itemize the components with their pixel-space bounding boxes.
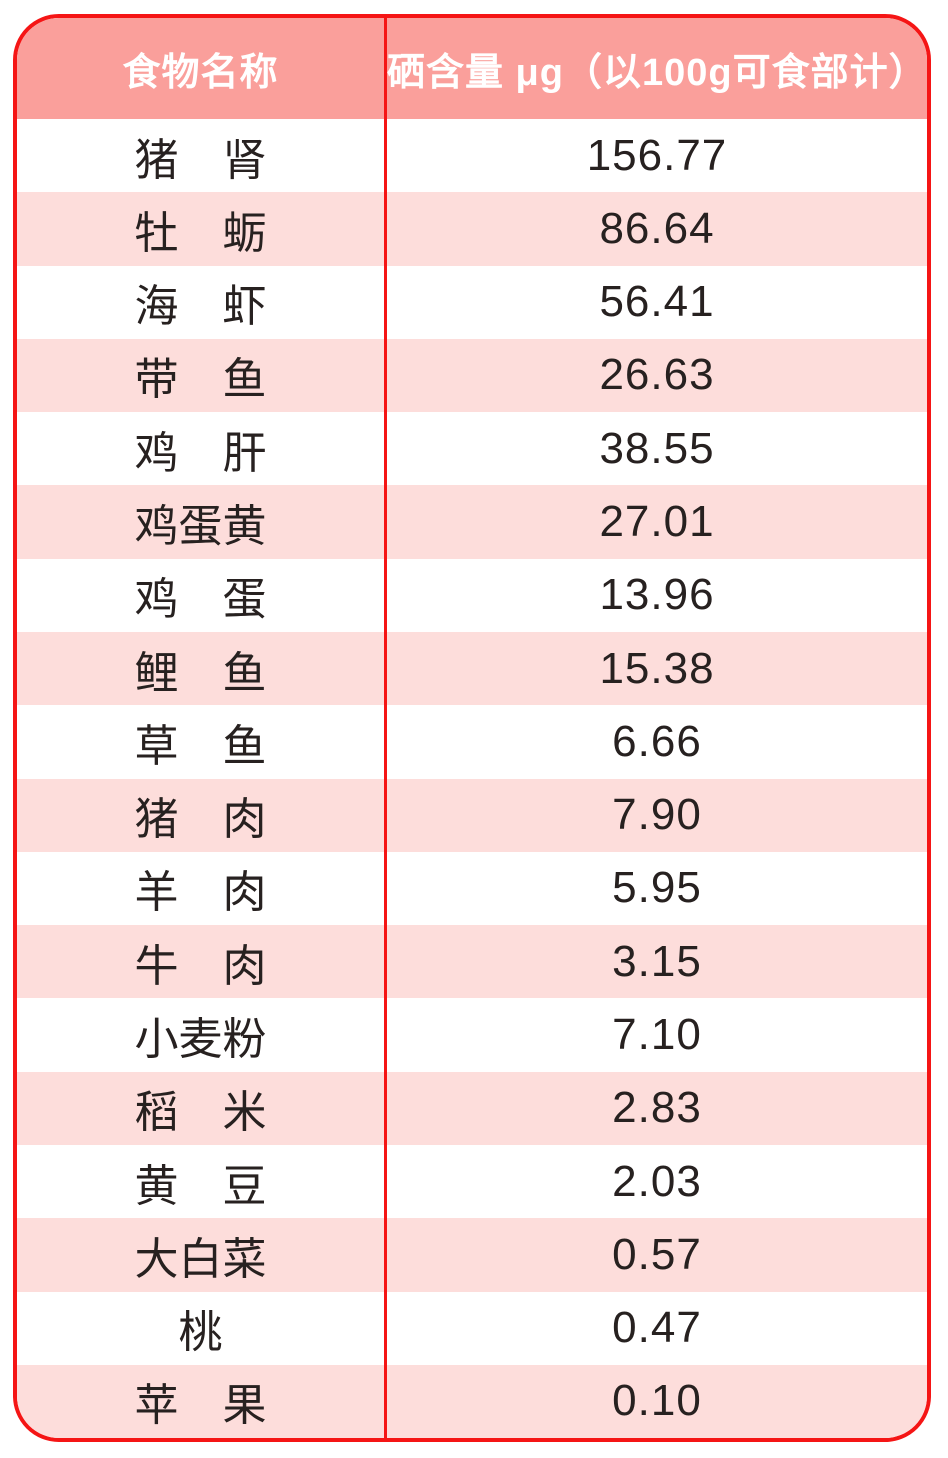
food-name-cell: 苹 果 [17, 1364, 387, 1438]
selenium-value-cell: 15.38 [599, 643, 715, 693]
selenium-value-cell: 2.83 [612, 1083, 702, 1133]
selenium-table-card: 食物名称 硒含量 μg（以100g可食部计） 猪 肾 156.77 牡 蛎 86… [13, 14, 931, 1442]
table-row: 牛 肉 3.15 [17, 925, 927, 999]
selenium-value-cell: 0.57 [612, 1229, 702, 1279]
food-name-cell: 大白菜 [17, 1218, 387, 1292]
selenium-value-cell: 0.10 [612, 1376, 702, 1426]
table-row: 鲤 鱼 15.38 [17, 631, 927, 706]
food-name-cell: 黄 豆 [17, 1144, 387, 1219]
selenium-value-cell: 38.55 [599, 423, 715, 473]
selenium-value-cell: 7.10 [612, 1010, 702, 1060]
table-row: 鸡 肝 38.55 [17, 412, 927, 486]
table-row: 海 虾 56.41 [17, 265, 927, 339]
table-row: 小麦粉 7.10 [17, 998, 927, 1072]
food-name-cell: 海 虾 [17, 265, 387, 339]
food-name-cell: 鸡蛋黄 [17, 485, 387, 559]
selenium-value-cell: 27.01 [599, 497, 715, 547]
food-name-cell: 猪 肉 [17, 778, 387, 852]
food-name-cell: 鸡 肝 [17, 412, 387, 486]
header-food-name: 食物名称 [17, 18, 387, 119]
food-name-cell: 鲤 鱼 [17, 631, 387, 706]
food-name-cell: 牛 肉 [17, 925, 387, 999]
food-name-cell: 桃 [17, 1291, 387, 1365]
table-row: 猪 肉 7.90 [17, 778, 927, 852]
table-row: 苹 果 0.10 [17, 1364, 927, 1438]
table-row: 带 鱼 26.63 [17, 338, 927, 413]
selenium-value-cell: 3.15 [612, 936, 702, 986]
selenium-value-cell: 86.64 [599, 203, 715, 253]
food-name-cell: 小麦粉 [17, 998, 387, 1072]
food-name-cell: 羊 肉 [17, 851, 387, 926]
selenium-value-cell: 6.66 [612, 716, 702, 766]
header-selenium-content: 硒含量 μg（以100g可食部计） [387, 52, 928, 94]
food-name-cell: 草 鱼 [17, 705, 387, 779]
table-row: 鸡蛋黄 27.01 [17, 485, 927, 559]
food-name-cell: 猪 肾 [17, 119, 387, 193]
table-row: 桃 0.47 [17, 1291, 927, 1365]
selenium-value-cell: 156.77 [586, 130, 728, 180]
selenium-value-cell: 26.63 [599, 350, 715, 400]
food-name-cell: 牡 蛎 [17, 192, 387, 266]
table-row: 羊 肉 5.95 [17, 851, 927, 926]
food-name-cell: 带 鱼 [17, 338, 387, 413]
selenium-value-cell: 56.41 [599, 277, 715, 327]
food-name-cell: 鸡 蛋 [17, 558, 387, 632]
selenium-value-cell: 0.47 [612, 1303, 702, 1353]
table-row: 黄 豆 2.03 [17, 1144, 927, 1219]
table-row: 牡 蛎 86.64 [17, 192, 927, 266]
selenium-value-cell: 13.96 [599, 570, 715, 620]
selenium-value-cell: 7.90 [612, 790, 702, 840]
table-row: 鸡 蛋 13.96 [17, 558, 927, 632]
selenium-value-cell: 2.03 [612, 1156, 702, 1206]
table-row: 猪 肾 156.77 [17, 119, 927, 193]
selenium-value-cell: 5.95 [612, 863, 702, 913]
table-row: 草 鱼 6.66 [17, 705, 927, 779]
table-row: 稻 米 2.83 [17, 1071, 927, 1145]
table-row: 大白菜 0.57 [17, 1218, 927, 1292]
table-header-row: 食物名称 硒含量 μg（以100g可食部计） [17, 18, 927, 119]
food-name-cell: 稻 米 [17, 1071, 387, 1145]
